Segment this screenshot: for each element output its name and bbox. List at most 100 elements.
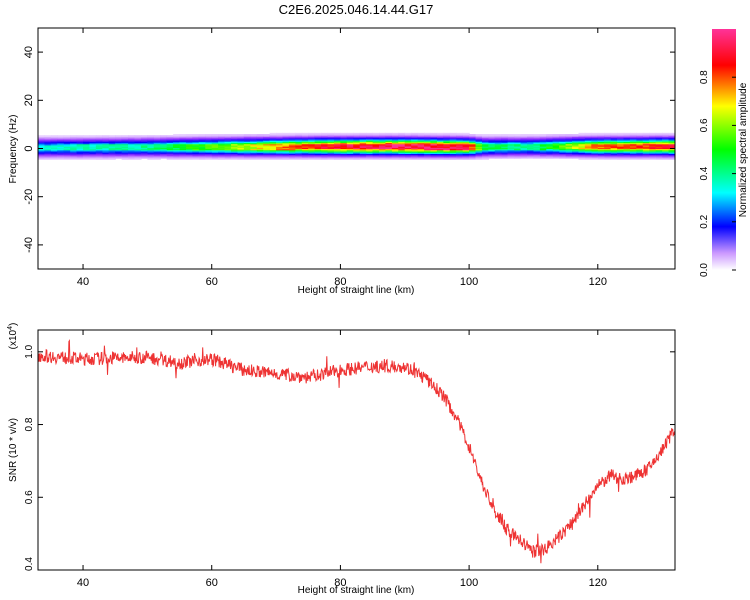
heatmap-cell <box>134 154 142 157</box>
heatmap-cell <box>475 150 483 153</box>
heatmap-cell <box>173 155 181 158</box>
heatmap-cell <box>153 158 161 160</box>
heatmap-cell <box>282 156 290 159</box>
heatmap-cell <box>44 143 52 146</box>
heatmap-cell <box>115 156 123 159</box>
heatmap-cell <box>321 141 329 144</box>
heatmap-cell <box>520 147 528 150</box>
heatmap-cell <box>83 140 91 142</box>
heatmap-cell <box>153 140 161 142</box>
heatmap-cell <box>604 134 612 136</box>
heatmap-cell <box>404 146 412 148</box>
heatmap-cell <box>481 143 489 146</box>
heatmap-cell <box>263 152 271 154</box>
heatmap-cell <box>198 158 206 160</box>
heatmap-cell <box>668 138 675 141</box>
heatmap-cell <box>250 147 258 150</box>
heatmap-cell <box>115 154 123 157</box>
heatmap-cell <box>578 138 586 141</box>
heatmap-cell <box>475 156 483 159</box>
heatmap-cell <box>295 147 303 150</box>
heatmap-cell <box>115 143 123 146</box>
heatmap-cell <box>501 134 509 136</box>
heatmap-cell <box>295 153 303 156</box>
heatmap-cell <box>179 152 187 154</box>
heatmap-cell <box>443 144 451 147</box>
heatmap-cell <box>89 150 97 153</box>
heatmap-cell <box>475 155 483 158</box>
heatmap-cell <box>604 146 612 148</box>
heatmap-cell <box>63 135 71 138</box>
heatmap-cell <box>417 150 425 153</box>
heatmap-cell <box>385 153 393 156</box>
heatmap-cell <box>70 158 78 160</box>
heatmap-cell <box>424 137 432 140</box>
heatmap-cell <box>449 134 457 136</box>
heatmap-cell <box>134 149 142 152</box>
heatmap-cell <box>185 156 194 159</box>
heatmap-cell <box>578 147 586 150</box>
heatmap-cell <box>642 147 650 150</box>
heatmap-cell <box>147 146 155 148</box>
heatmap-cell <box>514 156 522 159</box>
heatmap-cell <box>584 153 592 156</box>
heatmap-cell <box>584 146 592 148</box>
heatmap-cell <box>134 148 142 151</box>
heatmap-cell <box>372 149 380 152</box>
heatmap-cell <box>404 147 412 150</box>
heatmap-cell <box>597 137 605 140</box>
heatmap-cell <box>269 147 277 150</box>
heatmap-cell <box>436 136 444 139</box>
heatmap-cell <box>340 135 348 138</box>
heatmap-cell <box>623 149 631 152</box>
heatmap-cell <box>243 156 251 159</box>
heatmap-cell <box>198 146 206 148</box>
heatmap-cell <box>372 137 380 140</box>
heatmap-cell <box>475 154 483 157</box>
heatmap-cell <box>417 155 425 158</box>
heatmap-cell <box>527 144 535 147</box>
heatmap-cell <box>38 143 46 146</box>
heatmap-cell <box>572 146 580 148</box>
heatmap-cell <box>552 135 560 138</box>
heatmap-cell <box>250 138 258 141</box>
heatmap-cell <box>398 140 406 142</box>
heatmap-cell <box>398 154 406 157</box>
y-tick-label: 0.6 <box>24 490 35 504</box>
heatmap-cell <box>617 146 625 148</box>
heatmap-cell <box>411 141 419 144</box>
heatmap-cell <box>584 135 592 138</box>
heatmap-cell <box>70 135 78 138</box>
heatmap-cell <box>430 138 438 141</box>
heatmap-cell <box>76 136 84 139</box>
heatmap-cell <box>572 156 580 159</box>
heatmap-cell <box>404 153 412 156</box>
heatmap-cell <box>642 140 650 142</box>
heatmap-cell <box>559 141 567 144</box>
heatmap-cell <box>462 137 470 140</box>
heatmap-cell <box>668 155 675 158</box>
heatmap-cell <box>507 141 515 144</box>
x-tick-label: 40 <box>77 577 89 589</box>
y-tick-label: 20 <box>23 94 35 106</box>
heatmap-cell <box>83 143 91 146</box>
heatmap-cell <box>63 154 71 157</box>
heatmap-cell <box>153 143 161 146</box>
heatmap-cell <box>102 138 110 141</box>
heatmap-cell <box>44 154 52 157</box>
heatmap-cell <box>391 143 399 146</box>
heatmap-cell <box>578 135 586 138</box>
heatmap-cell <box>89 147 97 150</box>
heatmap-cell <box>231 152 239 154</box>
heatmap-cell <box>649 132 657 135</box>
heatmap-cell <box>102 156 110 159</box>
heatmap-cell <box>327 158 335 160</box>
heatmap-cell <box>282 135 290 138</box>
heatmap-cell <box>379 149 387 152</box>
heatmap-cell <box>44 140 52 142</box>
heatmap-cell <box>424 148 432 151</box>
heatmap-cell <box>533 140 541 142</box>
heatmap-cell <box>559 134 567 136</box>
heatmap-cell <box>591 141 599 144</box>
heatmap-cell <box>359 146 367 148</box>
